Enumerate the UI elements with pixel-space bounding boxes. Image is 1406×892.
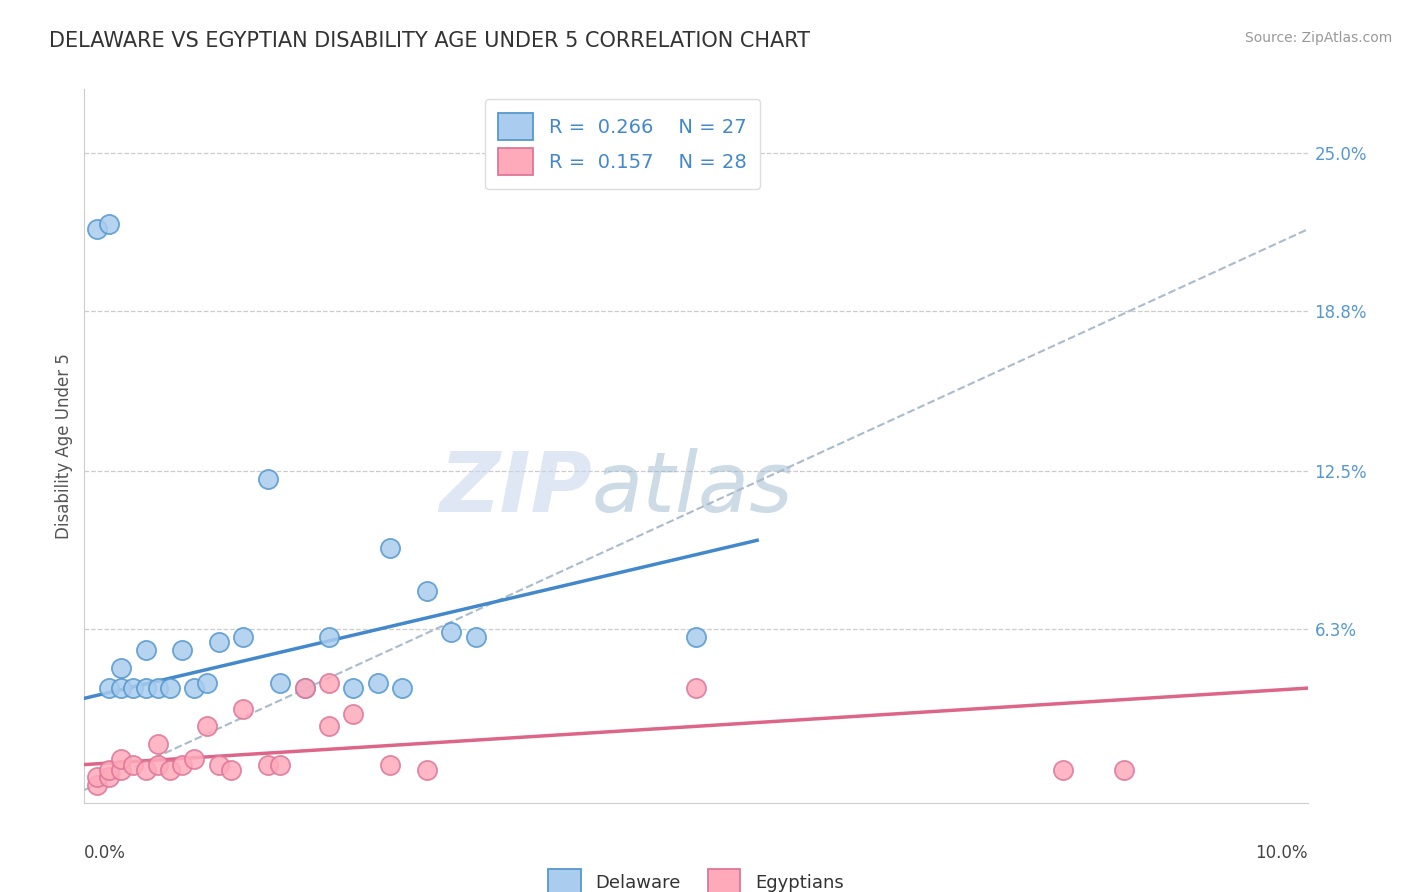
Point: [318, 719, 340, 733]
Point: [391, 681, 413, 695]
Point: [195, 719, 218, 733]
Point: [122, 681, 145, 695]
Point: [342, 681, 364, 695]
Point: [269, 757, 291, 772]
Point: [86, 778, 108, 792]
Y-axis label: Disability Age Under 5: Disability Age Under 5: [55, 353, 73, 539]
Point: [146, 757, 169, 772]
Point: [86, 770, 108, 784]
Point: [159, 681, 181, 695]
Point: [195, 676, 218, 690]
Point: [97, 681, 120, 695]
Point: [294, 681, 316, 695]
Point: [232, 701, 254, 715]
Point: [367, 676, 389, 690]
Point: [464, 630, 486, 644]
Point: [232, 630, 254, 644]
Point: [110, 681, 132, 695]
Point: [86, 222, 108, 236]
Text: ZIP: ZIP: [439, 449, 592, 529]
Point: [97, 217, 120, 231]
Point: [208, 635, 231, 649]
Point: [110, 752, 132, 766]
Point: [257, 757, 280, 772]
Point: [342, 706, 364, 721]
Point: [685, 630, 707, 644]
Point: [135, 763, 157, 777]
Point: [159, 763, 181, 777]
Point: [135, 681, 157, 695]
Point: [257, 472, 280, 486]
Text: 10.0%: 10.0%: [1256, 844, 1308, 862]
Point: [110, 763, 132, 777]
Point: [146, 681, 169, 695]
Point: [318, 630, 340, 644]
Point: [380, 541, 402, 555]
Point: [416, 584, 439, 599]
Point: [219, 763, 242, 777]
Point: [172, 643, 194, 657]
Point: [183, 681, 205, 695]
Text: 0.0%: 0.0%: [84, 844, 127, 862]
Point: [685, 681, 707, 695]
Point: [208, 757, 231, 772]
Point: [183, 752, 205, 766]
Point: [318, 676, 340, 690]
Point: [135, 643, 157, 657]
Point: [440, 625, 463, 640]
Point: [172, 757, 194, 772]
Point: [416, 763, 439, 777]
Point: [294, 681, 316, 695]
Point: [1114, 763, 1136, 777]
Point: [97, 770, 120, 784]
Point: [380, 757, 402, 772]
Point: [269, 676, 291, 690]
Text: DELAWARE VS EGYPTIAN DISABILITY AGE UNDER 5 CORRELATION CHART: DELAWARE VS EGYPTIAN DISABILITY AGE UNDE…: [49, 31, 810, 51]
Point: [146, 737, 169, 751]
Text: atlas: atlas: [592, 449, 793, 529]
Text: Source: ZipAtlas.com: Source: ZipAtlas.com: [1244, 31, 1392, 45]
Legend: Delaware, Egyptians: Delaware, Egyptians: [541, 862, 851, 892]
Point: [110, 661, 132, 675]
Point: [1052, 763, 1074, 777]
Point: [97, 763, 120, 777]
Point: [122, 757, 145, 772]
